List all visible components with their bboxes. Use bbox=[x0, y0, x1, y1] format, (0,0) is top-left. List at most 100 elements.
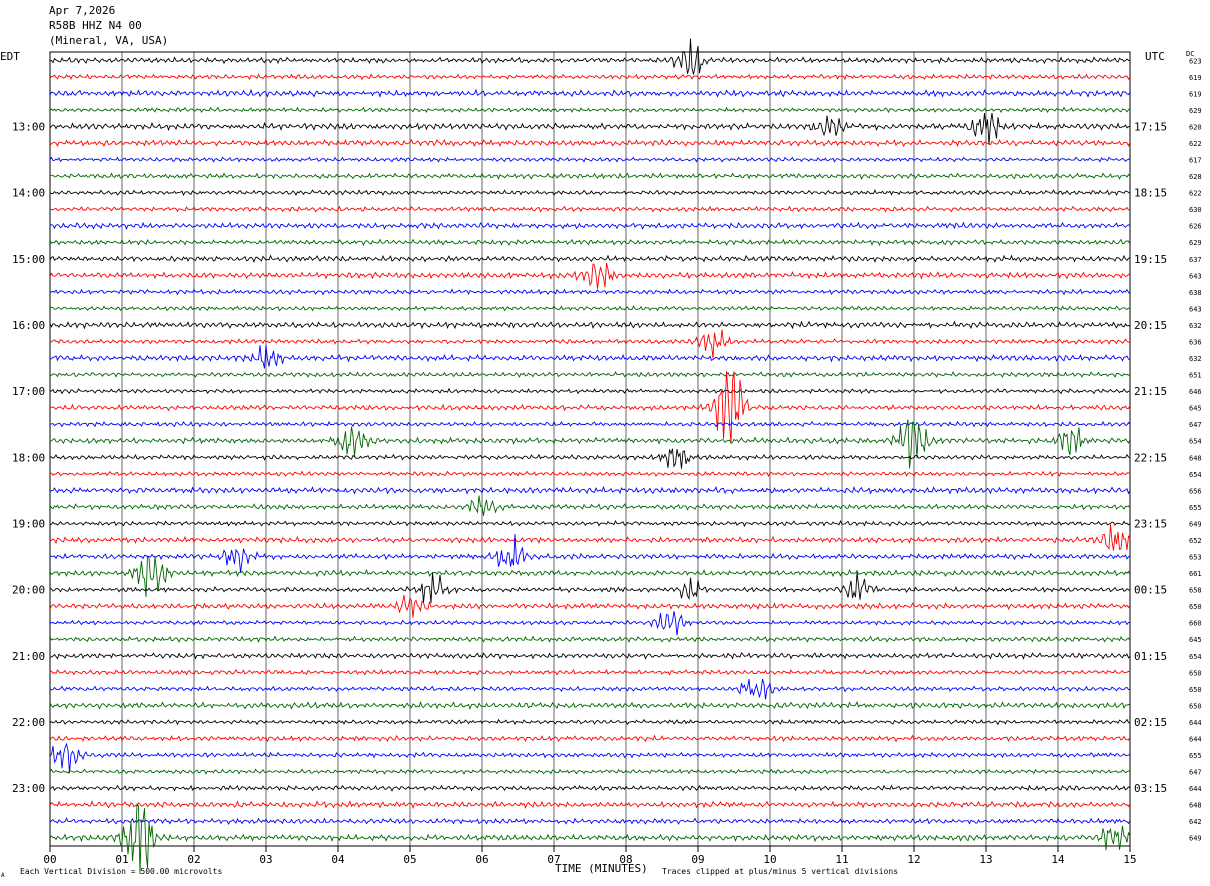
trace-row-10 bbox=[49, 221, 1131, 230]
x-tick-label: 06 bbox=[475, 853, 488, 866]
dc-offset-label: 642 bbox=[1189, 818, 1202, 826]
dc-offset-label: 649 bbox=[1189, 835, 1202, 843]
dc-offset-label: 622 bbox=[1189, 190, 1202, 198]
trace-row-7 bbox=[49, 172, 1131, 180]
right-hour-label: 02:15 bbox=[1134, 716, 1167, 729]
dc-offset-label: 619 bbox=[1189, 90, 1202, 98]
x-tick-label: 10 bbox=[763, 853, 776, 866]
x-axis-title: TIME (MINUTES) bbox=[555, 862, 648, 875]
dc-offset-label: 653 bbox=[1189, 554, 1202, 562]
trace-row-35 bbox=[49, 635, 1131, 643]
trace-row-47 bbox=[49, 802, 1131, 875]
trace-row-26 bbox=[49, 485, 1131, 495]
dc-offset-label: 648 bbox=[1189, 802, 1202, 810]
dc-offset-label: 626 bbox=[1189, 223, 1202, 231]
right-hour-label: 20:15 bbox=[1134, 319, 1167, 332]
dc-offset-label: 645 bbox=[1189, 636, 1202, 644]
x-tick-label: 02 bbox=[187, 853, 200, 866]
dc-offset-label: 632 bbox=[1189, 355, 1202, 363]
trace-row-23 bbox=[49, 419, 1131, 469]
dc-offset-label: 646 bbox=[1189, 388, 1202, 396]
left-hour-label: 23:00 bbox=[12, 782, 45, 795]
right-hour-label: 01:15 bbox=[1134, 650, 1167, 663]
x-tick-label: 07 bbox=[547, 853, 560, 866]
dc-offset-label: 629 bbox=[1189, 239, 1202, 247]
trace-row-22 bbox=[49, 420, 1131, 428]
dc-offset-label: 651 bbox=[1189, 372, 1202, 380]
header-location: (Mineral, VA, USA) bbox=[49, 34, 169, 47]
dc-offset-label: 654 bbox=[1189, 471, 1202, 479]
trace-row-3 bbox=[49, 106, 1131, 114]
trace-row-38 bbox=[49, 678, 1131, 700]
dc-offset-label: 630 bbox=[1189, 206, 1202, 214]
trace-row-17 bbox=[49, 329, 1131, 359]
trace-row-46 bbox=[49, 817, 1131, 825]
trace-row-32 bbox=[49, 572, 1131, 604]
dc-offset-label: 643 bbox=[1189, 272, 1202, 280]
trace-row-19 bbox=[50, 371, 1131, 378]
left-hour-label: 19:00 bbox=[12, 517, 45, 530]
trace-row-25 bbox=[49, 470, 1131, 478]
plot-frame bbox=[49, 51, 1131, 847]
x-tick-label: 01 bbox=[115, 853, 128, 866]
left-hour-label: 18:00 bbox=[12, 451, 45, 464]
dc-offset-label: 654 bbox=[1189, 653, 1202, 661]
dc-offset-label: 660 bbox=[1189, 620, 1202, 628]
trace-row-21 bbox=[49, 371, 1131, 445]
x-tick-label: 11 bbox=[835, 853, 848, 866]
right-hour-label: 21:15 bbox=[1134, 385, 1167, 398]
x-tick-label: 09 bbox=[691, 853, 704, 866]
dc-offset-label: 632 bbox=[1189, 322, 1202, 330]
dc-offset-label: 654 bbox=[1189, 438, 1202, 446]
right-hour-label: 03:15 bbox=[1134, 782, 1167, 795]
trace-row-15 bbox=[49, 305, 1131, 312]
trace-row-43 bbox=[49, 768, 1131, 775]
dc-offset-label: 620 bbox=[1189, 123, 1202, 131]
trace-row-2 bbox=[49, 88, 1131, 98]
trace-row-37 bbox=[49, 668, 1131, 676]
dc-offset-label: 656 bbox=[1189, 487, 1202, 495]
right-hour-label: 22:15 bbox=[1134, 451, 1167, 464]
left-hour-label: 13:00 bbox=[12, 120, 45, 133]
dc-offset-label: 650 bbox=[1189, 702, 1202, 710]
dc-offset-label: 648 bbox=[1189, 454, 1202, 462]
right-timezone-label: UTC bbox=[1145, 50, 1165, 63]
dc-offset-label: 649 bbox=[1189, 520, 1202, 528]
header-station: R58B HHZ N4 00 bbox=[49, 19, 142, 32]
x-tick-label: 04 bbox=[331, 853, 345, 866]
dc-offset-label: 644 bbox=[1189, 735, 1202, 743]
trace-row-44 bbox=[49, 784, 1131, 792]
right-hour-label: 23:15 bbox=[1134, 517, 1167, 530]
x-tick-label: 13 bbox=[979, 853, 992, 866]
right-hour-label: 18:15 bbox=[1134, 187, 1167, 200]
dc-offset-label: 636 bbox=[1189, 338, 1202, 346]
trace-row-0 bbox=[49, 38, 1131, 75]
dc-offset-label: 628 bbox=[1189, 173, 1202, 181]
trace-row-42 bbox=[49, 742, 1131, 774]
dc-offset-label: 644 bbox=[1189, 785, 1202, 793]
trace-row-24 bbox=[49, 448, 1131, 469]
dc-offset-label: 655 bbox=[1189, 752, 1202, 760]
trace-row-31 bbox=[49, 555, 1131, 597]
trace-row-5 bbox=[49, 138, 1131, 148]
dc-offset-label: 650 bbox=[1189, 603, 1202, 611]
trace-row-29 bbox=[49, 524, 1131, 551]
trace-row-18 bbox=[49, 344, 1131, 369]
dc-offset-label: 661 bbox=[1189, 570, 1202, 578]
trace-row-11 bbox=[49, 238, 1131, 247]
left-hour-label: 15:00 bbox=[12, 253, 45, 266]
trace-row-16 bbox=[49, 320, 1131, 330]
trace-row-41 bbox=[49, 734, 1131, 743]
x-tick-label: 08 bbox=[619, 853, 632, 866]
left-hour-label: 14:00 bbox=[12, 187, 45, 200]
left-hour-label: 20:00 bbox=[12, 584, 45, 597]
left-hour-label: 16:00 bbox=[12, 319, 45, 332]
trace-row-28 bbox=[49, 519, 1131, 527]
dc-offset-label: 617 bbox=[1189, 157, 1202, 165]
trace-row-1 bbox=[49, 73, 1131, 81]
dc-offset-label: 622 bbox=[1189, 140, 1202, 148]
header-date: Apr 7,2026 bbox=[49, 4, 116, 17]
x-tick-label: 12 bbox=[907, 853, 920, 866]
trace-row-33 bbox=[49, 594, 1131, 618]
